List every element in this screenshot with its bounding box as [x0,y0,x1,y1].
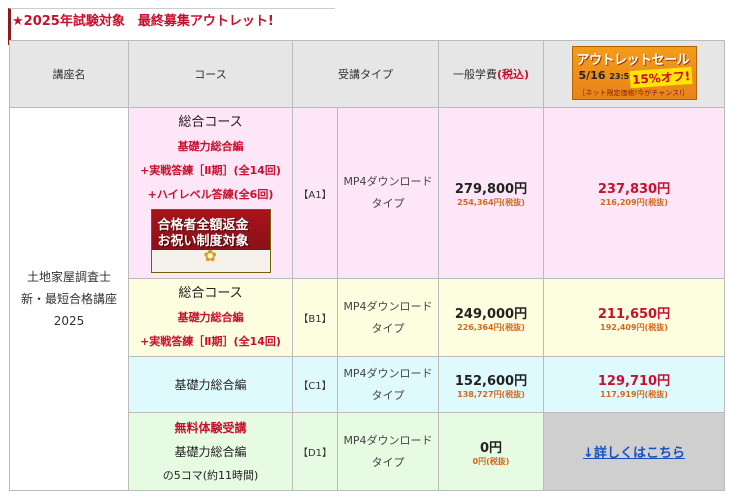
price-tax-label: (税込) [496,68,530,81]
sale-price-cell: 237,830円 216,209円(税抜) [543,107,725,279]
type-cell: 【A1】 MP4ダウンロード タイプ [292,107,439,279]
price-label: 一般学費 [452,68,497,81]
col-header-type: 受講タイプ [292,40,439,108]
course-name-cell: 土地家屋調査士 新・最短合格講座 2025 [9,107,129,491]
col-header-price: 一般学費(税込) [438,40,544,108]
sale-price-cell: 211,650円 192,409円(税抜) [543,278,725,357]
banner-date: 5/16 23:59迄 [578,68,643,82]
col-header-course: コース [128,40,293,108]
course-cell: 総合コース 基礎力総合編 +実戦答練［Ⅱ期］(全14回) [128,278,293,357]
table-row: 総合コース 基礎力総合編 +実戦答練［Ⅱ期］(全14回) 【B1】 MP4ダウン… [10,278,725,357]
table-row: 土地家屋調査士 新・最短合格講座 2025 総合コース 基礎力総合編 +実戦答練… [9,107,725,491]
col-header-course-name: 講座名 [9,40,129,108]
table-row: 無料体験受講 基礎力総合編 の5コマ(約11時間) 【D1】 MP4ダウンロード… [10,412,725,491]
price-cell: 249,000円 226,364円(税抜) [438,278,544,357]
course-cell: 無料体験受講 基礎力総合編 の5コマ(約11時間) [128,412,293,491]
sale-price-cell: 129,710円 117,919円(税抜) [543,356,725,413]
course-cell: 総合コース 基礎力総合編 +実戦答練［Ⅱ期］(全14回) +ハイレベル答練(全6… [128,107,293,279]
price-cell: 152,600円 138,727円(税抜) [438,356,544,413]
col-header-sale: アウトレットセール 5/16 23:59迄 15%オフ! ［ネット限定価格!今が… [543,40,725,108]
ribbon-bow-icon: ✿ [203,245,217,265]
banner-title: アウトレットセール [576,52,690,68]
price-cell: 0円 0円(税抜) [438,412,544,491]
refund-promo-image: 合格者全額返金 お祝い制度対象 ✿ [150,208,271,273]
details-link[interactable]: ↓詳しくはこちら [583,446,685,461]
page-title: ★2025年試験対象 最終募集アウトレット! [12,14,274,29]
course-cell: 基礎力総合編 [128,356,293,413]
header-bar [8,8,335,45]
table-row: 基礎力総合編 【C1】 MP4ダウンロード タイプ 152,600円 138,72… [10,356,725,413]
table-header-row: 講座名 コース 受講タイプ 一般学費(税込) アウトレットセール 5/16 23… [9,40,725,108]
price-cell: 279,800円 254,364円(税抜) [438,107,544,279]
course-table: 講座名 コース 受講タイプ 一般学費(税込) アウトレットセール 5/16 23… [9,40,725,491]
type-cell: 【C1】 MP4ダウンロード タイプ [292,356,439,413]
banner-note: ［ネット限定価格!今がチャンス!］ [578,88,689,97]
banner-discount: 15%オフ! [629,66,694,88]
type-cell: 【B1】 MP4ダウンロード タイプ [292,278,439,357]
type-cell: 【D1】 MP4ダウンロード タイプ [292,412,439,491]
details-link-cell: ↓詳しくはこちら [543,412,725,491]
outlet-sale-banner: アウトレットセール 5/16 23:59迄 15%オフ! ［ネット限定価格!今が… [571,45,697,100]
